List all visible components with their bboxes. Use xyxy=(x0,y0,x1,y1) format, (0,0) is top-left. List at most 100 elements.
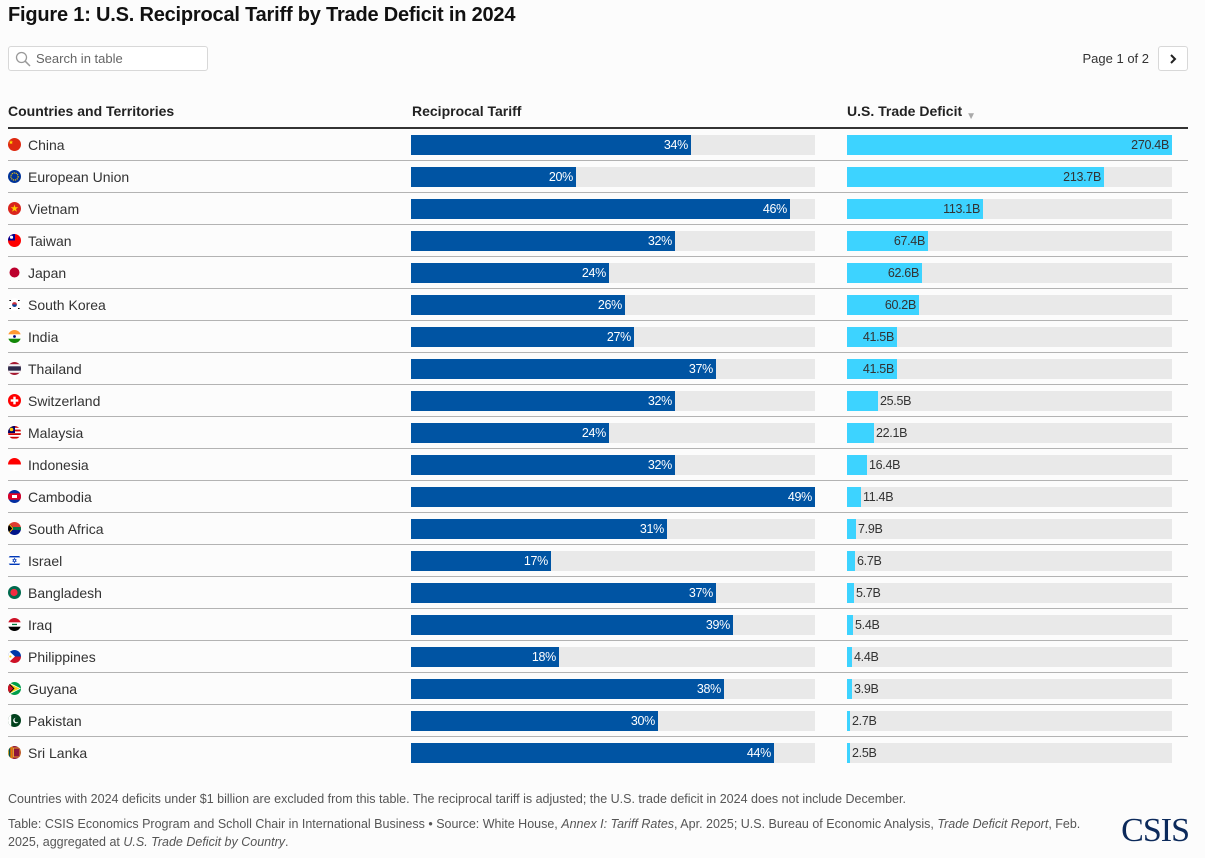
tariff-bar xyxy=(411,391,675,411)
country-name: Japan xyxy=(28,265,67,281)
deficit-bar-track: 62.6B xyxy=(847,263,1172,283)
search-icon xyxy=(15,51,31,67)
india-flag-icon xyxy=(8,330,21,343)
source-note: Table: CSIS Economics Program and Scholl… xyxy=(8,815,1098,851)
israel-flag-icon xyxy=(8,554,21,567)
deficit-bar-track: 213.7B xyxy=(847,167,1172,187)
deficit-bar-track: 6.7B xyxy=(847,551,1172,571)
source-title: Annex I: Tariff Rates xyxy=(561,817,675,831)
deficit-bar xyxy=(847,615,853,635)
tariff-bar xyxy=(411,263,609,283)
tariff-bar xyxy=(411,615,733,635)
next-page-button[interactable] xyxy=(1158,46,1188,71)
deficit-bar xyxy=(847,679,852,699)
column-header-tariff[interactable]: Reciprocal Tariff xyxy=(412,103,522,119)
deficit-bar xyxy=(847,583,854,603)
deficit-label: 7.9B xyxy=(858,522,883,536)
deficit-label: 5.4B xyxy=(855,618,880,632)
tariff-bar-track: 18% xyxy=(411,647,815,667)
deficit-bar-track: 5.4B xyxy=(847,615,1172,635)
tariff-bar xyxy=(411,455,675,475)
country-name: China xyxy=(28,137,65,153)
country-name: Iraq xyxy=(28,617,53,633)
tariff-bar xyxy=(411,679,724,699)
deficit-bar xyxy=(847,167,1104,187)
tariff-label: 31% xyxy=(639,522,664,536)
table-header: Countries and Territories Reciprocal Tar… xyxy=(8,100,1188,129)
tariff-label: 34% xyxy=(663,138,688,152)
japan-flag-icon xyxy=(8,266,21,279)
deficit-bar xyxy=(847,135,1172,155)
tariff-bar xyxy=(411,647,559,667)
page-indicator: Page 1 of 2 xyxy=(1082,51,1150,66)
table-row: South Africa 31% 7.9B xyxy=(8,513,1188,545)
table-row: Iraq 39% 5.4B xyxy=(8,609,1188,641)
search-input[interactable] xyxy=(36,51,196,66)
tariff-bar-track: 32% xyxy=(411,455,815,475)
deficit-bar xyxy=(847,263,922,283)
vietnam-flag-icon xyxy=(8,202,21,215)
country-name: South Korea xyxy=(28,297,106,313)
footnote: Countries with 2024 deficits under $1 bi… xyxy=(8,792,906,806)
tariff-label: 17% xyxy=(523,554,548,568)
table-row: Bangladesh 37% 5.7B xyxy=(8,577,1188,609)
table-row: Vietnam 46% 113.1B xyxy=(8,193,1188,225)
tariff-label: 32% xyxy=(647,394,672,408)
tariff-bar-track: 32% xyxy=(411,391,815,411)
tariff-bar-track: 32% xyxy=(411,231,815,251)
deficit-bar-track: 25.5B xyxy=(847,391,1172,411)
deficit-bar xyxy=(847,551,855,571)
pagination: Page 1 of 2 xyxy=(1082,46,1188,71)
deficit-bar xyxy=(847,647,852,667)
table-row: Philippines 18% 4.4B xyxy=(8,641,1188,673)
tariff-label: 27% xyxy=(606,330,631,344)
table-row: Sri Lanka 44% 2.5B xyxy=(8,737,1188,769)
deficit-bar xyxy=(847,519,856,539)
tariff-label: 32% xyxy=(647,234,672,248)
deficit-bar-track: 4.4B xyxy=(847,647,1172,667)
source-text: , Feb. 2025, aggregated at xyxy=(8,817,1081,849)
search-box[interactable] xyxy=(8,46,208,71)
sri-lanka-flag-icon xyxy=(8,746,21,759)
tariff-label: 44% xyxy=(746,746,771,760)
tariff-bar-track: 30% xyxy=(411,711,815,731)
deficit-bar xyxy=(847,359,897,379)
column-header-deficit[interactable]: U.S. Trade Deficit ▼ xyxy=(847,103,977,122)
column-header-country[interactable]: Countries and Territories xyxy=(8,103,175,119)
thailand-flag-icon xyxy=(8,362,21,375)
country-name: Indonesia xyxy=(28,457,89,473)
tariff-label: 24% xyxy=(581,266,606,280)
deficit-label: 270.4B xyxy=(1131,138,1169,152)
tariff-bar-track: 24% xyxy=(411,263,815,283)
deficit-bar xyxy=(847,327,897,347)
deficit-label: 41.5B xyxy=(862,362,894,376)
tariff-label: 39% xyxy=(705,618,730,632)
deficit-label: 5.7B xyxy=(856,586,881,600)
tariff-bar-track: 34% xyxy=(411,135,815,155)
table-row: Japan 24% 62.6B xyxy=(8,257,1188,289)
tariff-label: 24% xyxy=(581,426,606,440)
deficit-bar xyxy=(847,743,850,763)
table-row: Indonesia 32% 16.4B xyxy=(8,449,1188,481)
deficit-bar-track: 2.5B xyxy=(847,743,1172,763)
deficit-bar-track: 41.5B xyxy=(847,359,1172,379)
deficit-label: 213.7B xyxy=(1063,170,1101,184)
table-row: Cambodia 49% 11.4B xyxy=(8,481,1188,513)
tariff-bar xyxy=(411,487,815,507)
table-row: Pakistan 30% 2.7B xyxy=(8,705,1188,737)
malaysia-flag-icon xyxy=(8,426,21,439)
tariff-bar xyxy=(411,551,551,571)
tariff-bar-track: 37% xyxy=(411,359,815,379)
country-name: Sri Lanka xyxy=(28,745,88,761)
table-row: Taiwan 32% 67.4B xyxy=(8,225,1188,257)
sort-descending-icon[interactable]: ▼ xyxy=(966,111,977,122)
deficit-label: 62.6B xyxy=(887,266,919,280)
column-header-deficit-label[interactable]: U.S. Trade Deficit xyxy=(847,103,963,119)
country-name: Pakistan xyxy=(28,713,82,729)
deficit-label: 6.7B xyxy=(857,554,882,568)
tariff-label: 37% xyxy=(688,586,713,600)
deficit-label: 67.4B xyxy=(893,234,925,248)
deficit-bar-track: 3.9B xyxy=(847,679,1172,699)
deficit-bar-track: 11.4B xyxy=(847,487,1172,507)
iraq-flag-icon xyxy=(8,618,21,631)
